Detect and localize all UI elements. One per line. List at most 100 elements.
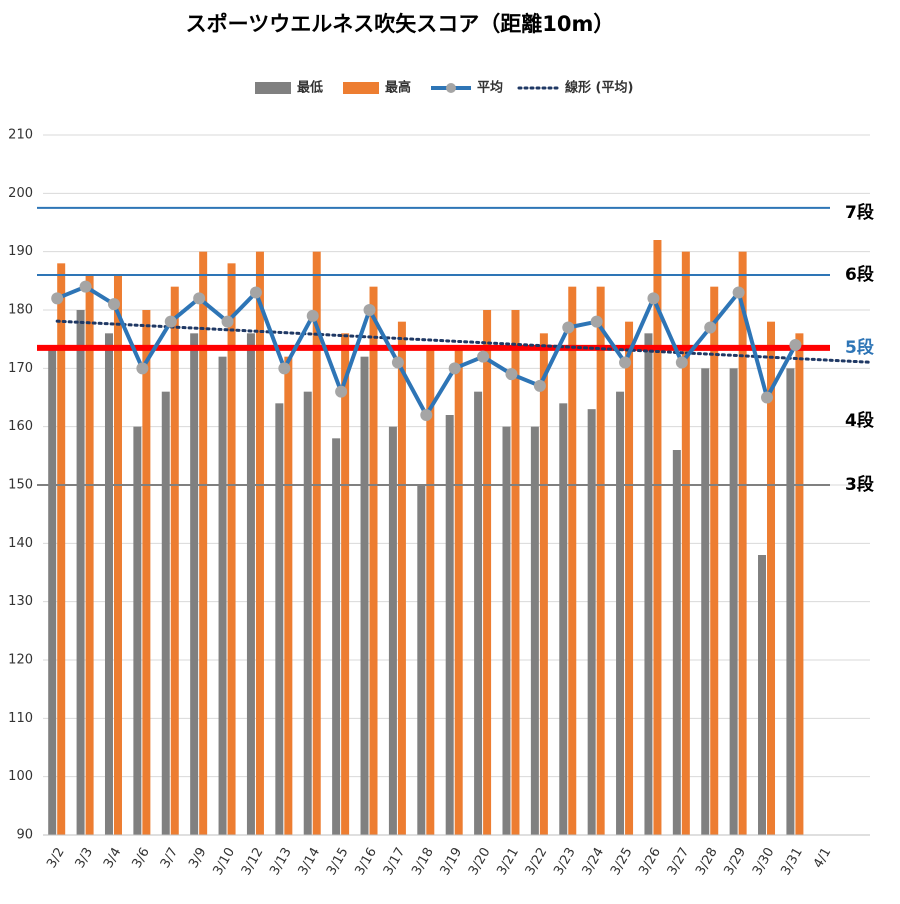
bar (530, 426, 539, 835)
bar (445, 415, 454, 835)
x-tick-label: 3/21 (494, 845, 522, 878)
x-tick-label: 4/1 (811, 845, 834, 871)
bar (360, 356, 369, 835)
bar (227, 263, 236, 835)
bar (644, 333, 653, 835)
bar (454, 345, 463, 835)
marker (647, 292, 660, 305)
bar (767, 321, 776, 836)
bar (539, 333, 548, 835)
bar (303, 391, 312, 835)
legend-swatch (446, 83, 456, 93)
bar (417, 485, 426, 835)
bar (653, 240, 662, 835)
x-tick-label: 3/9 (186, 845, 209, 871)
y-tick-label: 90 (16, 828, 33, 843)
bar (397, 321, 406, 836)
bar (48, 345, 57, 835)
x-tick-label: 3/10 (210, 845, 238, 878)
y-tick-label: 210 (8, 128, 33, 143)
bar (85, 275, 94, 835)
bar (255, 251, 264, 835)
bar (795, 333, 804, 835)
bar (199, 251, 208, 835)
y-tick-label: 150 (8, 478, 33, 493)
marker (51, 292, 64, 305)
x-tick-label: 3/28 (693, 845, 721, 878)
bar (57, 263, 66, 835)
y-tick-label: 200 (8, 186, 33, 201)
marker (789, 339, 802, 351)
y-tick-label: 160 (8, 419, 33, 434)
marker (363, 304, 376, 316)
y-tick-label: 110 (8, 711, 33, 726)
bar (113, 275, 122, 835)
bar (511, 310, 520, 835)
bar (341, 333, 350, 835)
bar (729, 368, 738, 835)
reference-label: 5段 (845, 337, 874, 358)
marker (221, 315, 234, 328)
bar (616, 391, 625, 835)
x-tick-label: 3/19 (438, 845, 466, 878)
marker (278, 362, 291, 375)
marker (590, 315, 603, 328)
bar (596, 286, 605, 836)
bar (502, 426, 511, 835)
marker (533, 379, 546, 392)
y-tick-label: 140 (8, 536, 33, 551)
x-tick-label: 3/13 (267, 845, 295, 878)
bar (568, 286, 577, 836)
x-tick-label: 3/18 (409, 845, 437, 878)
x-tick-label: 3/27 (665, 845, 693, 878)
x-tick-label: 3/2 (44, 845, 67, 871)
bar (483, 310, 492, 835)
bar (388, 426, 397, 835)
x-tick-label: 3/25 (608, 845, 636, 878)
marker (562, 321, 575, 334)
x-tick-label: 3/17 (381, 845, 409, 878)
marker (761, 391, 774, 404)
legend-label: 最高 (385, 80, 411, 96)
marker (704, 321, 717, 334)
x-tick-label: 3/29 (722, 845, 750, 878)
marker (193, 292, 206, 305)
bar (161, 391, 170, 835)
x-tick-label: 3/20 (466, 845, 494, 878)
x-tick-label: 3/16 (352, 845, 380, 878)
chart-title: スポーツウエルネス吹矢スコア（距離10m） (186, 12, 615, 36)
x-tick-label: 3/30 (750, 845, 778, 878)
x-tick-label: 3/12 (239, 845, 267, 878)
x-tick-label: 3/6 (129, 845, 152, 871)
legend-label: 平均 (477, 80, 503, 96)
y-tick-label: 170 (8, 361, 33, 376)
y-tick-label: 120 (8, 653, 33, 668)
legend-label: 線形 (平均) (565, 80, 633, 96)
y-tick-label: 180 (8, 303, 33, 318)
bar (426, 345, 435, 835)
marker (448, 362, 461, 375)
x-tick-label: 3/14 (296, 845, 324, 878)
marker (306, 309, 319, 322)
bar (284, 356, 293, 835)
bar (170, 286, 179, 836)
marker (732, 286, 745, 299)
x-tick-label: 3/31 (778, 845, 806, 878)
reference-label: 6段 (845, 264, 874, 285)
y-tick-label: 130 (8, 594, 33, 609)
reference-label: 7段 (845, 202, 874, 223)
bar (474, 391, 483, 835)
x-tick-label: 3/4 (101, 845, 124, 871)
y-tick-label: 190 (8, 244, 33, 259)
bar (710, 286, 719, 836)
bar (76, 310, 85, 835)
bar (104, 333, 113, 835)
bar (587, 409, 596, 835)
marker (391, 356, 404, 369)
x-tick-label: 3/24 (580, 845, 608, 878)
bar (786, 368, 795, 835)
bar (369, 286, 378, 836)
marker (477, 350, 490, 363)
y-tick-label: 100 (8, 769, 33, 784)
